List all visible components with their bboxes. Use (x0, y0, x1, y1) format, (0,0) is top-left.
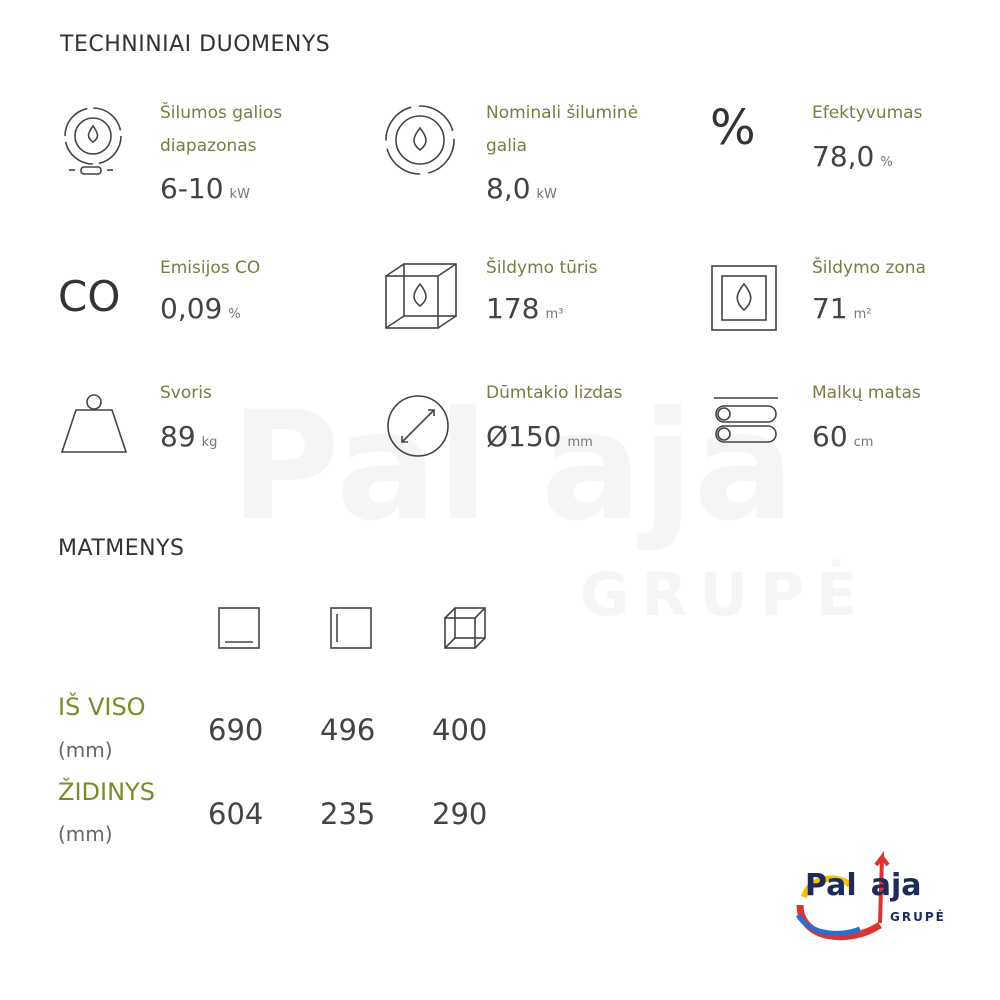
row-label: ŽIDINYS (58, 778, 155, 806)
value: 78,0 (812, 140, 875, 173)
icon-co: CO (58, 272, 121, 321)
icon-zone (711, 265, 777, 331)
logo-text: Pal aja (805, 868, 922, 903)
spec-label: Dūmtakio lizdas (486, 383, 623, 403)
unit: cm (853, 435, 874, 450)
row-label: IŠ VISO (58, 693, 146, 721)
row-unit: (mm) (58, 738, 113, 762)
row-unit: (mm) (58, 822, 113, 846)
value: 89 (160, 420, 196, 453)
spec-label: Šildymo zona (812, 258, 926, 278)
unit: mm (567, 435, 593, 450)
spec-value: 78,0% (812, 140, 893, 173)
value: 71 (812, 292, 848, 325)
watermark-subtitle: GRUPĖ (580, 560, 869, 630)
unit: m² (853, 307, 872, 322)
unit: m³ (545, 307, 564, 322)
dimension-value: 400 (432, 713, 488, 747)
spec-value: 6-10 kW (160, 172, 250, 205)
icon-logs (714, 397, 778, 443)
value: 6-10 (160, 172, 224, 205)
dimension-value: 235 (320, 797, 376, 831)
value: 0,09 (160, 292, 223, 325)
unit: kW (536, 187, 557, 202)
logo-subtitle: GRUPĖ (890, 910, 946, 924)
icon-volume (385, 263, 457, 329)
spec-label: Emisijos CO (160, 258, 261, 278)
spec-value: 60 cm (812, 420, 873, 453)
unit: % (880, 155, 893, 170)
icon-power-range (64, 107, 122, 175)
section-title: TECHNINIAI DUOMENYS (60, 32, 331, 57)
value: Ø150 (486, 420, 562, 453)
dimension-value: 496 (320, 713, 376, 747)
spec-label: Šilumos galios diapazonas (160, 103, 283, 156)
dimension-value: 690 (208, 713, 264, 747)
logo-part: Pal (805, 868, 857, 903)
unit: kg (201, 435, 218, 450)
spec-value: 71 m² (812, 292, 872, 325)
value: 178 (486, 292, 540, 325)
unit: kW (229, 187, 250, 202)
icon-flue (387, 395, 449, 457)
value: 60 (812, 420, 848, 453)
icon-efficiency: % (710, 100, 756, 156)
icon-weight (60, 394, 128, 453)
icon-nominal-power (385, 105, 455, 175)
logo-part: aja (870, 868, 922, 903)
spec-label: Svoris (160, 383, 212, 403)
spec-value: 178 m³ (486, 292, 563, 325)
dimension-value: 604 (208, 797, 264, 831)
spec-label: Šildymo tūris (486, 258, 598, 278)
dimension-value: 290 (432, 797, 488, 831)
logo-mark (795, 850, 890, 941)
spec-label: Malkų matas (812, 383, 921, 403)
dimension-icons (218, 607, 486, 649)
spec-value: 89 kg (160, 420, 217, 453)
spec-label: Nominali šiluminė galia (486, 103, 639, 156)
value: 8,0 (486, 172, 531, 205)
spec-value: Ø150 mm (486, 420, 593, 453)
section-title: MATMENYS (58, 536, 185, 561)
spec-label: Efektyvumas (812, 103, 923, 123)
spec-value: 0,09% (160, 292, 241, 325)
unit: % (228, 307, 241, 322)
spec-value: 8,0 kW (486, 172, 557, 205)
